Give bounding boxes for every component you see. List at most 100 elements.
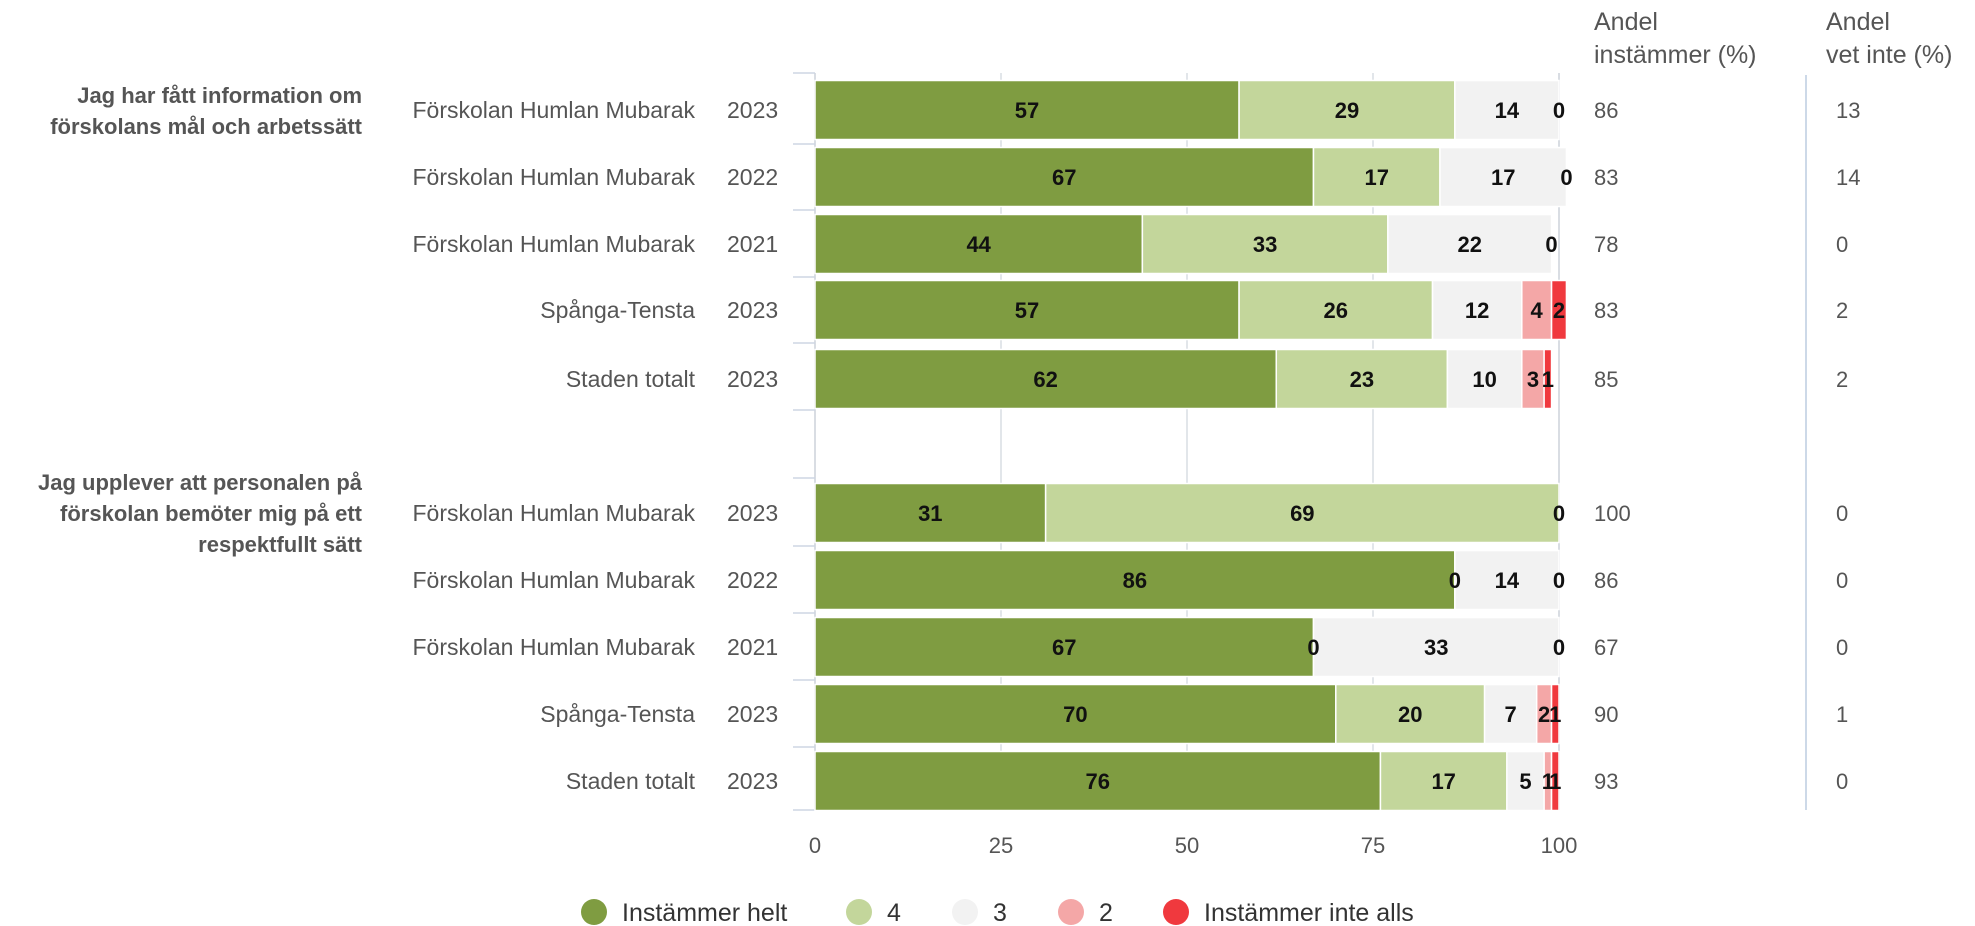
- agree-percent-value: 83: [1594, 298, 1618, 323]
- bar-value-label: 26: [1324, 298, 1348, 323]
- agree-percent-value: 67: [1594, 635, 1618, 660]
- bar-labels: 57 29 14 067 17 17 044 33 22 057 26 12 4 262 23 10 3 131 6…: [918, 98, 1572, 794]
- row-year-label: 2023: [727, 366, 778, 392]
- dontknow-percent-value: 1: [1836, 702, 1848, 727]
- legend-item-label: 4: [887, 899, 901, 926]
- bar-value-label: 17: [1364, 165, 1388, 190]
- legend-swatch: [1058, 899, 1084, 925]
- x-tick-label: 100: [1541, 833, 1578, 858]
- agree-percent-value: 93: [1594, 769, 1618, 794]
- bar-value-label: 2: [1553, 298, 1565, 323]
- row-year-label: 2023: [727, 297, 778, 323]
- bar-segment-4: [1335, 683, 1486, 745]
- agree-percent-value: 86: [1594, 568, 1618, 593]
- bar-value-label: 0: [1553, 98, 1565, 123]
- bar-segment-3: [1454, 549, 1560, 611]
- row-year-label: 2023: [727, 97, 778, 123]
- bar-segment-instämmer-helt: [814, 279, 1240, 341]
- bar-segment-instämmer-helt: [814, 683, 1337, 745]
- bar-segment-4: [1275, 348, 1449, 410]
- row-year-label: 2021: [727, 634, 778, 660]
- bar-value-label: 17: [1491, 165, 1515, 190]
- dontknow-percent-value: 0: [1836, 769, 1848, 794]
- bar-segment-3: [1454, 79, 1560, 141]
- row-labels: Förskolan Humlan Mubarak 2023 Förskolan Hu…: [38, 83, 778, 794]
- bar-segment-instämmer-helt: [814, 549, 1456, 611]
- bar-segment-3: [1387, 213, 1553, 275]
- dontknow-percent-value: 0: [1836, 501, 1848, 526]
- group-title-line: Jag har fått information om: [77, 83, 362, 108]
- bar-segment-4: [1379, 750, 1508, 812]
- bar-value-label: 2: [1538, 702, 1550, 727]
- bar-segment-instämmer-helt: [814, 79, 1240, 141]
- bar-value-label: 0: [1307, 635, 1319, 660]
- dontknow-percent-value: 14: [1836, 165, 1860, 190]
- bar-value-label: 31: [918, 501, 942, 526]
- agree-percent-value: 90: [1594, 702, 1618, 727]
- bar-value-label: 10: [1472, 367, 1496, 392]
- x-tick-label: 50: [1175, 833, 1199, 858]
- bar-value-label: 14: [1495, 568, 1520, 593]
- bar-value-label: 29: [1335, 98, 1359, 123]
- agree-column-header: instämmer (%): [1594, 41, 1757, 69]
- row-year-label: 2022: [727, 567, 778, 593]
- bar-segment-instämmer-inte-alls: [1550, 683, 1560, 745]
- bar-value-label: 5: [1519, 769, 1531, 794]
- row-year-label: 2023: [727, 701, 778, 727]
- bar-value-label: 57: [1015, 98, 1039, 123]
- agree-percent-value: 100: [1594, 501, 1631, 526]
- dontknow-percent-value: 2: [1836, 298, 1848, 323]
- dontknow-column-header: vet inte (%): [1826, 41, 1952, 69]
- bar-value-label: 1: [1549, 769, 1561, 794]
- bar-value-label: 76: [1085, 769, 1109, 794]
- bar-segment-instämmer-helt: [814, 482, 1047, 544]
- agree-percent-value: 83: [1594, 165, 1618, 190]
- bar-value-label: 14: [1495, 98, 1520, 123]
- bar-value-label: 0: [1560, 165, 1572, 190]
- bar-value-label: 62: [1033, 367, 1057, 392]
- row-name-label: Staden totalt: [566, 366, 696, 392]
- bar-value-label: 0: [1553, 568, 1565, 593]
- bar-segment-4: [1141, 213, 1389, 275]
- dontknow-percent-value: 0: [1836, 635, 1848, 660]
- group-title-line: respektfullt sätt: [198, 532, 362, 557]
- row-name-label: Staden totalt: [566, 768, 696, 794]
- legend-swatch: [952, 899, 978, 925]
- legend-item-label: Instämmer helt: [622, 899, 787, 926]
- bar-value-label: 0: [1553, 501, 1565, 526]
- agree-column-header: Andel: [1594, 8, 1658, 36]
- bar-value-label: 20: [1398, 702, 1422, 727]
- bar-value-label: 33: [1253, 232, 1277, 257]
- bar-value-label: 1: [1549, 702, 1561, 727]
- bar-segment-instämmer-helt: [814, 616, 1315, 678]
- bar-value-label: 57: [1015, 298, 1039, 323]
- bar-segment-3: [1506, 750, 1545, 812]
- group-title-line: Jag upplever att personalen på: [38, 470, 363, 495]
- legend-swatch: [1163, 899, 1189, 925]
- bar-segment-instämmer-inte-alls: [1543, 348, 1553, 410]
- bar-segment-3: [1483, 683, 1538, 745]
- bar-value-label: 67: [1052, 165, 1076, 190]
- row-year-label: 2023: [727, 768, 778, 794]
- bar-value-label: 1: [1542, 367, 1554, 392]
- bar-value-label: 12: [1465, 298, 1489, 323]
- x-tick-label: 75: [1361, 833, 1385, 858]
- row-year-label: 2023: [727, 500, 778, 526]
- bar-segment-3: [1431, 279, 1523, 341]
- dontknow-column-header: Andel: [1826, 8, 1890, 36]
- x-axis-ticks: 0 25 50 75 100: [809, 833, 1577, 858]
- bar-value-label: 86: [1123, 568, 1147, 593]
- bar-segment-instämmer-helt: [814, 146, 1315, 208]
- legend-item-label: Instämmer inte alls: [1204, 899, 1414, 926]
- x-tick-label: 0: [809, 833, 821, 858]
- agree-percent-value: 85: [1594, 367, 1618, 392]
- bar-value-label: 0: [1545, 232, 1557, 257]
- bar-segment-instämmer-inte-alls: [1550, 279, 1568, 341]
- bar-value-label: 44: [966, 232, 991, 257]
- row-name-label: Spånga-Tensta: [540, 297, 695, 323]
- bars: [814, 79, 1568, 812]
- bar-segment-4: [1238, 79, 1456, 141]
- bar-value-label: 0: [1553, 635, 1565, 660]
- row-name-label: Förskolan Humlan Mubarak: [412, 97, 695, 123]
